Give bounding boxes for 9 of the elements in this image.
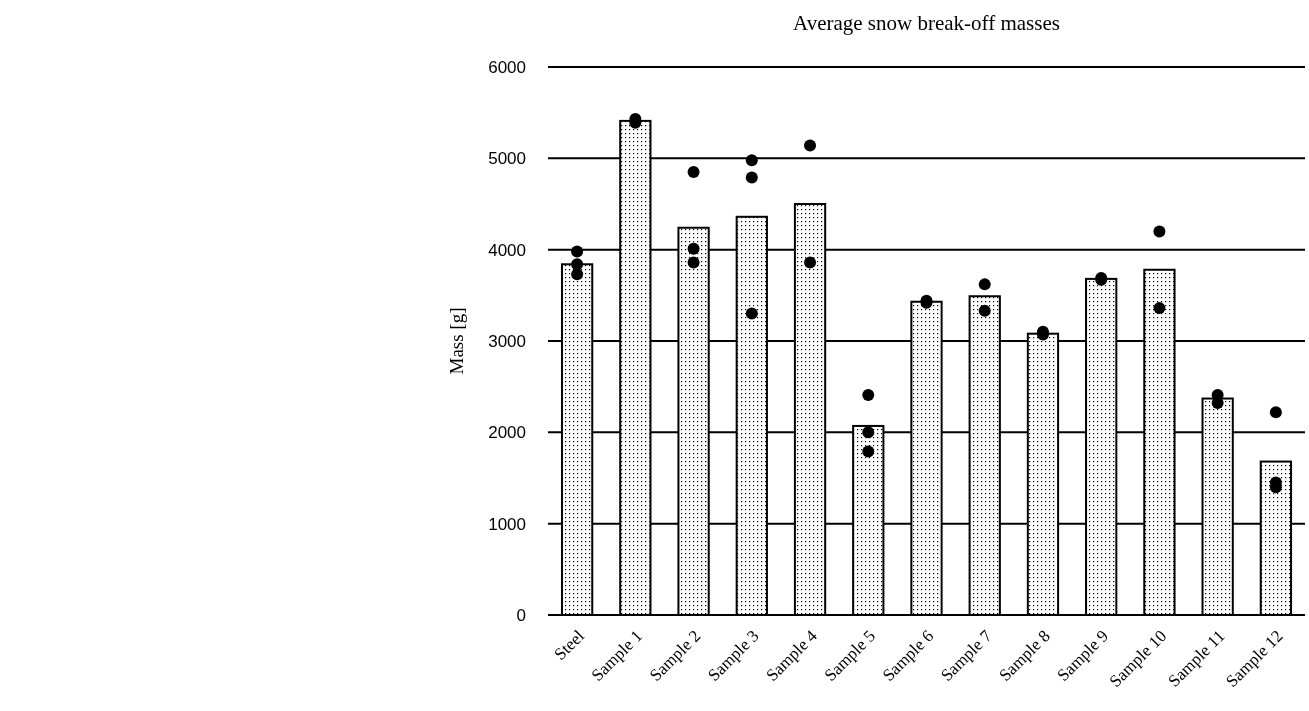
y-tick-label: 6000	[488, 57, 526, 77]
y-tick-label: 2000	[488, 423, 526, 443]
y-tick-label: 0	[516, 605, 526, 625]
y-tick-label: 3000	[488, 331, 526, 351]
y-tick-label: 4000	[488, 240, 526, 260]
y-tick-label: 5000	[488, 149, 526, 169]
y-axis-title: Mass [g]	[446, 307, 467, 375]
chart-title: Average snow break-off masses	[793, 11, 1060, 35]
y-tick-label: 1000	[488, 514, 526, 534]
